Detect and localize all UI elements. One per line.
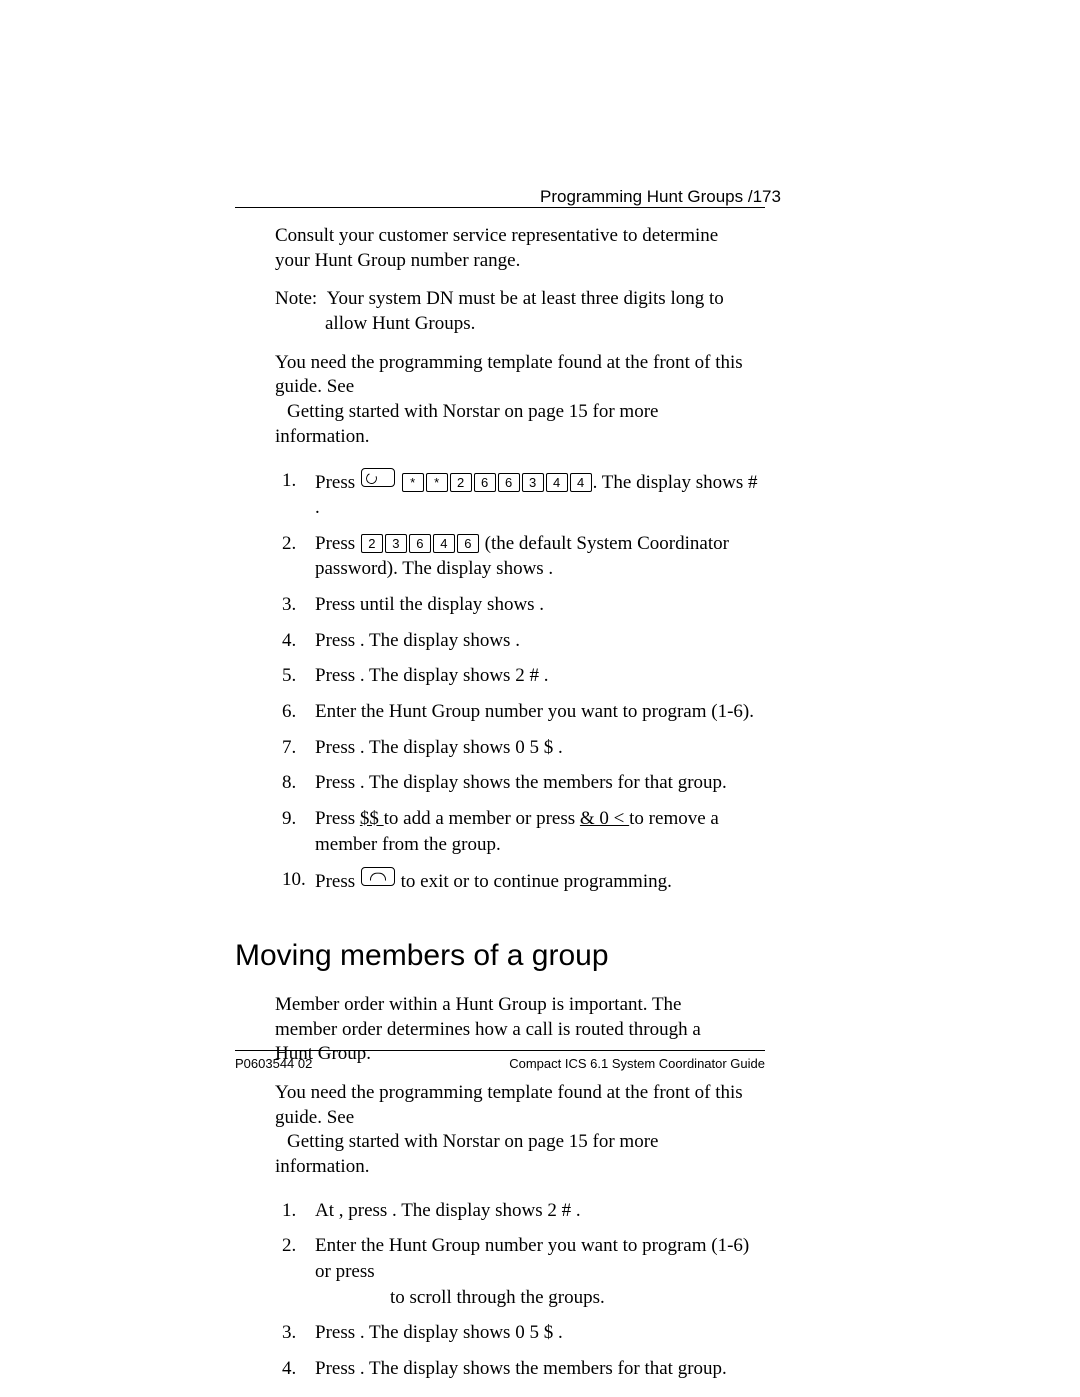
key-6: 6 [457, 534, 479, 553]
template-line2a: Getting started with Norstar [287, 1131, 504, 1152]
step-5: Press . The display shows 2 # . [315, 663, 765, 689]
step-number: 3. [275, 592, 315, 618]
step-text: to exit or to continue programming. [396, 871, 672, 892]
step-number: 3. [275, 1320, 315, 1346]
step-sub-text: to scroll through the groups. [390, 1285, 765, 1311]
step-8: Press . The display shows the members fo… [315, 770, 765, 796]
key-6: 6 [498, 473, 520, 492]
rls-key-icon [361, 867, 395, 886]
feature-key-icon [361, 468, 395, 487]
key-6: 6 [409, 534, 431, 553]
key-3: 3 [522, 473, 544, 492]
step-number: 4. [275, 1356, 315, 1382]
step-number: 6. [275, 699, 315, 725]
step-number: 4. [275, 628, 315, 654]
key-2: 2 [450, 473, 472, 492]
step-number: 2. [275, 1233, 315, 1310]
key-4: 4 [546, 473, 568, 492]
key-2: 2 [361, 534, 383, 553]
step-number: 9. [275, 806, 315, 857]
key-4: 4 [433, 534, 455, 553]
template-line1: You need the programming template found … [275, 352, 743, 398]
step-number: 7. [275, 735, 315, 761]
footer-right: Compact ICS 6.1 System Coordinator Guide [509, 1056, 765, 1071]
note-paragraph: Note: Your system DN must be at least th… [275, 287, 725, 336]
footer-left: P0603544 02 [235, 1056, 312, 1071]
key-star: * [426, 473, 448, 492]
note-text: Your system DN must be at least three di… [325, 288, 724, 334]
template-ref-1: You need the programming template found … [275, 351, 755, 450]
step-6: Enter the Hunt Group number you want to … [315, 699, 765, 725]
step-text: to add a member or press [384, 808, 580, 829]
template-ref-2: You need the programming template found … [275, 1081, 755, 1180]
step-number: 2. [275, 531, 315, 582]
step-number: 5. [275, 663, 315, 689]
steps-list-1: 1. Press **266344. The display shows # .… [275, 468, 765, 895]
step-text: Enter the Hunt Group number you want to … [315, 1235, 749, 1282]
key-4: 4 [570, 473, 592, 492]
steps-list-2: 1. At , press . The display shows 2 # . … [275, 1198, 765, 1382]
step-2: Press 23646 (the default System Coordina… [315, 531, 765, 582]
step-text: Press [315, 871, 360, 892]
step-number: 1. [275, 1198, 315, 1224]
step2-3: Press . The display shows 0 5 $ . [315, 1320, 765, 1346]
step-3: Press until the display shows . [315, 592, 765, 618]
step-text: Press [315, 808, 360, 829]
step-text: Press [315, 533, 360, 554]
step-number: 10. [275, 867, 315, 895]
step2-1: At , press . The display shows 2 # . [315, 1198, 765, 1224]
step-text: Press [315, 472, 360, 493]
remove-softkey: & 0 < [580, 808, 629, 829]
step-10: Press to exit or to continue programming… [315, 867, 765, 895]
section-heading-moving-members: Moving members of a group [235, 939, 865, 973]
step-1: Press **266344. The display shows # . [315, 468, 765, 521]
step-7: Press . The display shows 0 5 $ . [315, 735, 765, 761]
template-line1: You need the programming template found … [275, 1082, 743, 1128]
step2-4: Press . The display shows the members fo… [315, 1356, 765, 1382]
step-number: 8. [275, 770, 315, 796]
note-label: Note: [275, 288, 317, 309]
template-line2a: Getting started with Norstar [287, 401, 504, 422]
footer-rule [235, 1050, 765, 1051]
step-number: 1. [275, 468, 315, 521]
key-star: * [402, 473, 424, 492]
key-6: 6 [474, 473, 496, 492]
step-9: Press $$ to add a member or press & 0 < … [315, 806, 765, 857]
add-softkey: $$ [360, 808, 384, 829]
intro-paragraph-1: Consult your customer service representa… [275, 224, 725, 273]
step2-2: Enter the Hunt Group number you want to … [315, 1233, 765, 1310]
key-3: 3 [385, 534, 407, 553]
step-4: Press . The display shows . [315, 628, 765, 654]
